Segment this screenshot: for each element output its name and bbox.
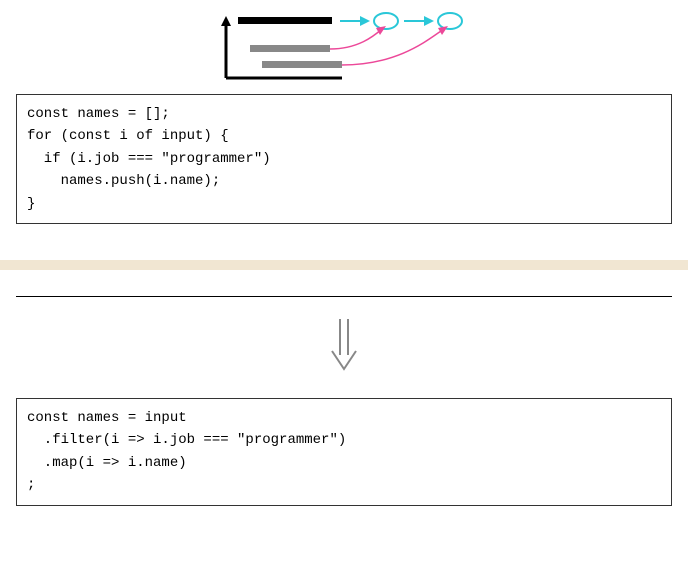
code-line: .filter(i => i.job === "programmer") (27, 432, 346, 448)
section-divider-band (0, 260, 688, 270)
code-line: names.push(i.name); (27, 173, 220, 189)
code-line: } (27, 196, 35, 212)
transform-arrow-wrap (0, 315, 688, 380)
code-line: .map(i => i.name) (27, 455, 187, 471)
code-line: ; (27, 477, 35, 493)
code-line: if (i.job === "programmer") (27, 151, 271, 167)
code-block-loop: const names = []; for (const i of input)… (16, 94, 672, 224)
code-line: const names = input (27, 410, 187, 426)
horizontal-rule (16, 296, 672, 297)
down-arrow-icon (328, 315, 360, 375)
pipeline-diagram (114, 8, 574, 86)
code-line: for (const i of input) { (27, 128, 229, 144)
code-line: const names = []; (27, 106, 170, 122)
code-block-pipeline: const names = input .filter(i => i.job =… (16, 398, 672, 506)
